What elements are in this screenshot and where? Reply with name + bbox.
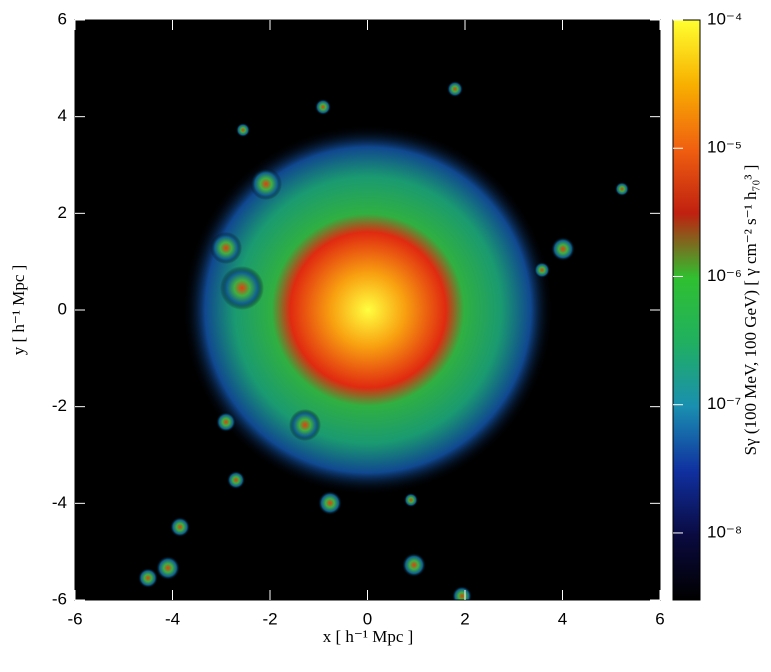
y-tick-label: 0 xyxy=(58,299,67,318)
halo xyxy=(236,123,250,137)
halo xyxy=(402,553,426,577)
x-tick-label: 6 xyxy=(655,609,664,628)
halo xyxy=(216,412,236,432)
colorbar xyxy=(672,19,701,601)
halo xyxy=(404,493,418,507)
halo xyxy=(452,586,472,600)
halo xyxy=(615,182,629,196)
x-tick-label: 2 xyxy=(460,609,469,628)
halo xyxy=(551,237,575,261)
x-tick-label: -4 xyxy=(165,609,180,628)
colorbar-tick-label: 10⁻⁶ xyxy=(707,266,742,285)
y-tick-label: -6 xyxy=(52,589,67,608)
colorbar-tick-label: 10⁻⁵ xyxy=(707,138,742,157)
halo xyxy=(315,99,331,115)
y-tick-label: 2 xyxy=(58,203,67,222)
cluster xyxy=(183,125,553,495)
halo xyxy=(156,556,180,580)
y-tick-label: -2 xyxy=(52,396,67,415)
colorbar-label: Sγ (100 MeV, 100 GeV) [ γ cm⁻² s⁻¹ h₇₀³ … xyxy=(741,165,760,456)
y-tick-label: 6 xyxy=(58,9,67,28)
colorbar-tick-label: 10⁻⁸ xyxy=(707,522,742,541)
y-tick-label: -4 xyxy=(52,493,67,512)
y-axis-label: y [ h⁻¹ Mpc ] xyxy=(9,265,28,356)
x-tick-label: -2 xyxy=(262,609,277,628)
x-axis-label: x [ h⁻¹ Mpc ] xyxy=(323,627,414,646)
y-tick-label: 4 xyxy=(58,106,67,125)
halo xyxy=(227,471,245,489)
map xyxy=(138,81,629,600)
halo xyxy=(250,168,282,200)
x-tick-label: -6 xyxy=(67,609,82,628)
halo xyxy=(447,81,463,97)
colorbar-tick-label: 10⁻⁴ xyxy=(707,9,742,28)
x-tick-label: 4 xyxy=(558,609,567,628)
colorbar-tick-label: 10⁻⁷ xyxy=(707,394,741,413)
halo xyxy=(220,266,264,310)
halo xyxy=(289,409,321,441)
halo xyxy=(138,568,158,588)
x-tick-label: 0 xyxy=(363,609,372,628)
halo xyxy=(170,517,190,537)
halo xyxy=(534,262,550,278)
halo xyxy=(210,232,242,264)
halo xyxy=(318,491,342,515)
